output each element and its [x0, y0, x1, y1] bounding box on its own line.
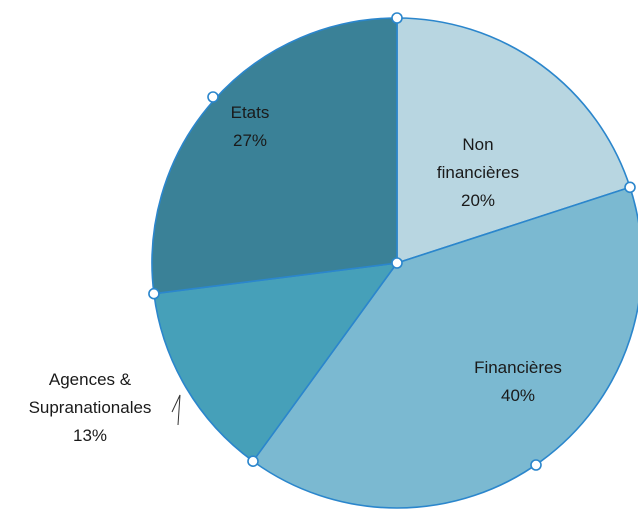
data-label: Non financières 20% [428, 131, 528, 215]
selection-handle [391, 257, 403, 269]
value-label: 20% [460, 191, 496, 210]
selection-handle [148, 287, 160, 300]
data-label: Financières 40% [448, 354, 588, 410]
category-label: Non financières [436, 135, 520, 182]
category-label: Financières [474, 358, 562, 377]
category-label: Agences & Supranationales [28, 370, 152, 417]
value-label: 13% [72, 426, 108, 445]
pie-slice [151, 17, 398, 295]
pie-slice [251, 186, 638, 509]
pie-slice [396, 17, 632, 265]
selection-handle [624, 181, 636, 194]
selection-handle [530, 459, 542, 471]
data-label: Etats 27% [210, 99, 290, 155]
selection-handle [207, 91, 219, 103]
pie-slice [153, 261, 399, 463]
selection-handle [247, 455, 259, 468]
category-label: Etats [230, 103, 270, 122]
value-label: 40% [500, 386, 536, 405]
value-label: 27% [232, 131, 268, 150]
selection-handle [391, 12, 403, 24]
leader-line [171, 394, 181, 426]
data-label: Agences & Supranationales 13% [28, 366, 152, 450]
